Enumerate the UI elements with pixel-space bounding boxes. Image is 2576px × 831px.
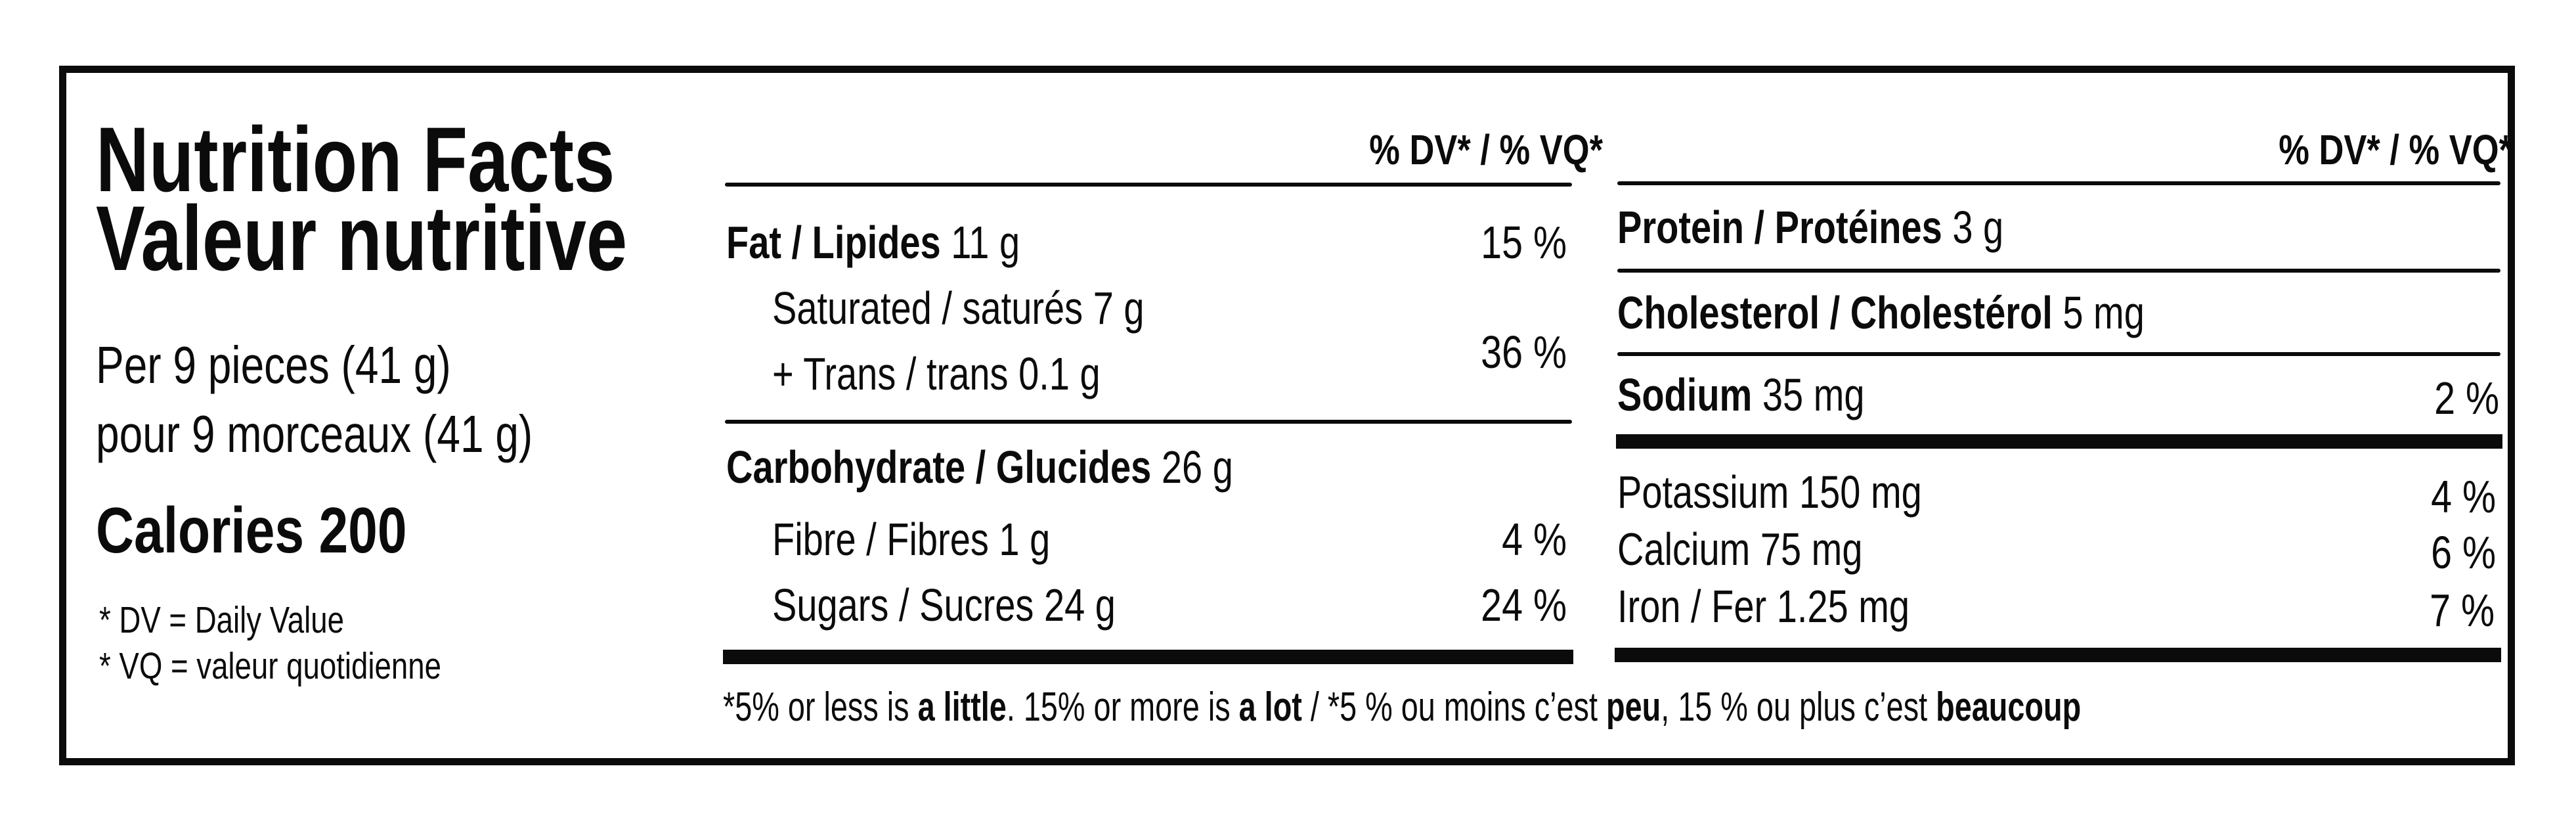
serving-size-french: pour 9 morceaux (41 g) <box>96 405 533 463</box>
calcium-amount: 75 mg <box>1760 524 1863 575</box>
iron-label: Iron / Fer <box>1617 581 1767 632</box>
footer-bold: a lot <box>1238 685 1302 730</box>
iron-percent: 7 % <box>2430 585 2495 636</box>
fat-amount: 11 g <box>951 217 1020 268</box>
sodium-amount: 35 mg <box>1762 369 1865 420</box>
nutrition-facts-label: Nutrition Facts Valeur nutritive Per 9 p… <box>59 66 2515 765</box>
fat-row: Fat / Lipides 11 g <box>726 216 1020 269</box>
divider <box>1617 181 2500 185</box>
potassium-label: Potassium <box>1617 466 1789 518</box>
serving-size-english: Per 9 pieces (41 g) <box>96 336 451 394</box>
calories: Calories 200 <box>96 493 407 568</box>
middle-dv-header: % DV* / % VQ* <box>1369 126 1603 173</box>
footer-note: *5% or less is a little. 15% or more is … <box>723 684 2081 730</box>
fat-percent: 15 % <box>1481 217 1567 268</box>
iron-row: Iron / Fer 1.25 mg <box>1617 580 1910 633</box>
footer-text: . 15% or more is <box>1006 685 1239 730</box>
right-dv-header: % DV* / % VQ* <box>2279 126 2512 173</box>
protein-amount: 3 g <box>1952 202 2004 253</box>
sugars-percent: 24 % <box>1481 579 1567 631</box>
potassium-percent: 4 % <box>2431 471 2496 522</box>
calories-value: 200 <box>318 494 407 566</box>
trans-label: + Trans / trans <box>772 348 1009 399</box>
title-french: Valeur nutritive <box>96 187 628 290</box>
carbohydrate-amount: 26 g <box>1161 441 1233 493</box>
protein-row: Protein / Protéines 3 g <box>1617 201 2003 254</box>
sodium-label: Sodium <box>1617 369 1753 420</box>
sugars-label: Sugars / Sucres <box>772 579 1034 631</box>
calcium-row: Calcium 75 mg <box>1617 523 1862 575</box>
fibre-row: Fibre / Fibres 1 g <box>772 513 1050 566</box>
carbohydrate-row: Carbohydrate / Glucides 26 g <box>726 441 1233 493</box>
cholesterol-row: Cholesterol / Cholestérol 5 mg <box>1617 286 2145 339</box>
divider <box>725 183 1572 187</box>
sodium-percent: 2 % <box>2434 372 2499 424</box>
saturated-row: Saturated / saturés 7 g <box>772 282 1145 334</box>
calcium-percent: 6 % <box>2431 527 2496 578</box>
potassium-amount: 150 mg <box>1799 466 1922 518</box>
calcium-label: Calcium <box>1617 524 1751 575</box>
divider <box>725 420 1572 424</box>
footer-bold: beaucoup <box>1936 685 2082 730</box>
trans-amount: 0.1 g <box>1018 348 1101 399</box>
trans-row: + Trans / trans 0.1 g <box>772 348 1101 400</box>
cholesterol-amount: 5 mg <box>2063 287 2145 338</box>
note-daily-value: * DV = Daily Value <box>99 599 344 641</box>
footer-text: , 15 % ou plus c’est <box>1661 685 1936 730</box>
fibre-amount: 1 g <box>999 514 1051 565</box>
sugars-row: Sugars / Sucres 24 g <box>772 579 1116 631</box>
potassium-row: Potassium 150 mg <box>1617 466 1922 518</box>
footer-bold: a little <box>917 685 1007 730</box>
protein-label: Protein / Protéines <box>1617 202 1942 253</box>
footer-text: *5% or less is <box>723 685 918 730</box>
thick-divider <box>723 650 1573 664</box>
divider <box>1617 269 2500 273</box>
divider <box>1617 352 2500 356</box>
footer-bold: peu <box>1605 685 1661 730</box>
cholesterol-label: Cholesterol / Cholestérol <box>1617 287 2053 338</box>
carbohydrate-label: Carbohydrate / Glucides <box>726 441 1152 493</box>
title-english: Nutrition Facts <box>96 108 615 211</box>
fibre-percent: 4 % <box>1502 514 1567 565</box>
sodium-row: Sodium 35 mg <box>1617 369 1865 421</box>
footer-text: / *5 % ou moins c’est <box>1301 685 1606 730</box>
thick-divider <box>1615 648 2501 662</box>
saturated-label: Saturated / saturés <box>772 282 1083 334</box>
sat-trans-percent: 36 % <box>1481 326 1567 378</box>
fibre-label: Fibre / Fibres <box>772 514 989 565</box>
sugars-amount: 24 g <box>1043 579 1116 631</box>
note-valeur-quotidienne: * VQ = valeur quotidienne <box>99 645 441 687</box>
iron-amount: 1.25 mg <box>1776 581 1910 632</box>
thick-divider <box>1616 434 2502 449</box>
calories-label: Calories <box>96 494 305 566</box>
saturated-amount: 7 g <box>1093 282 1145 334</box>
fat-label: Fat / Lipides <box>726 217 941 268</box>
